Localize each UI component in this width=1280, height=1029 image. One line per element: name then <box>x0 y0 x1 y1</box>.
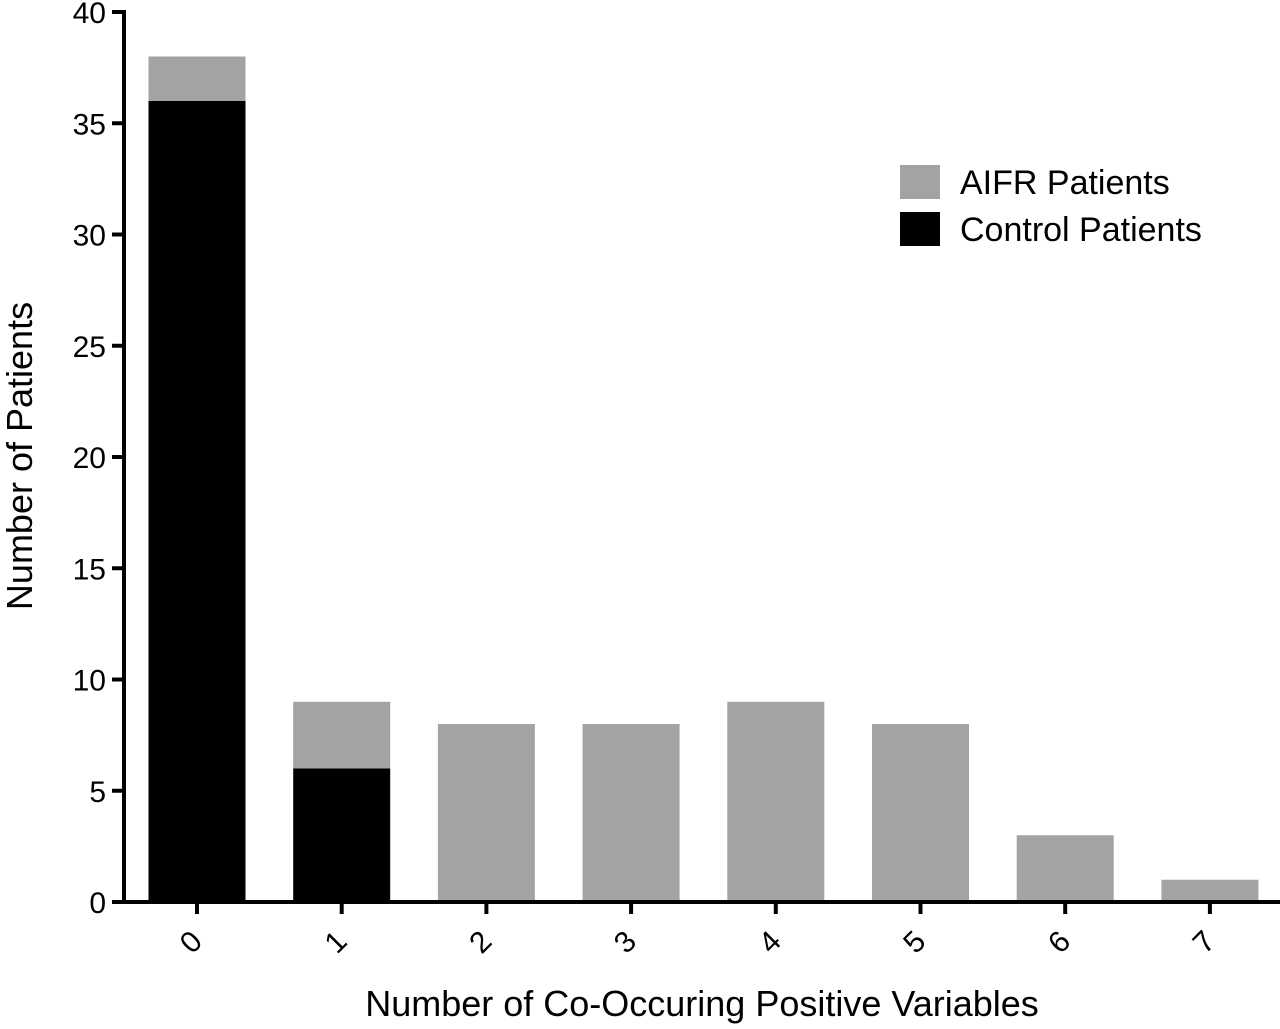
x-ticks-layer: 0 1 2 3 4 5 6 7 <box>174 902 1222 960</box>
bar-aifr-3 <box>582 724 680 902</box>
y-tick-label: 20 <box>73 442 106 475</box>
legend-swatch-aifr <box>900 165 940 199</box>
y-tick-label: 10 <box>73 665 106 698</box>
legend: AIFR Patients Control Patients <box>900 164 1202 249</box>
bar-aifr-7 <box>1161 879 1259 902</box>
bar-aifr-4 <box>727 701 825 902</box>
bar-aifr-2 <box>437 724 535 902</box>
legend-label-aifr: AIFR Patients <box>960 164 1170 202</box>
x-axis-title: Number of Co-Occuring Positive Variables <box>365 983 1039 1024</box>
bar-aifr-6 <box>1016 835 1114 902</box>
y-tick-label: 5 <box>89 776 106 809</box>
y-tick-label: 30 <box>73 220 106 253</box>
y-tick-label: 35 <box>73 108 106 141</box>
bar-control-0 <box>148 101 246 902</box>
bar-aifr-5 <box>872 724 969 902</box>
y-tick-label: 25 <box>73 331 106 364</box>
x-tick-label: 3 <box>608 925 643 960</box>
y-ticks-layer: 0 5 10 15 20 25 30 35 40 <box>73 0 124 920</box>
x-tick-label: 5 <box>897 925 932 960</box>
x-tick-label: 7 <box>1187 925 1222 960</box>
y-axis-title: Number of Patients <box>0 302 40 610</box>
x-tick-label: 6 <box>1042 925 1077 960</box>
legend-label-control: Control Patients <box>960 211 1202 249</box>
legend-swatch-control <box>900 212 940 246</box>
x-tick-label: 4 <box>753 925 788 960</box>
bar-aifr-1 <box>293 701 391 769</box>
bar-aifr-0 <box>148 56 246 101</box>
bar-control-1 <box>293 768 391 902</box>
y-tick-label: 15 <box>73 553 106 586</box>
x-tick-label: 1 <box>318 925 353 960</box>
x-tick-label: 0 <box>174 925 209 960</box>
y-tick-label: 40 <box>73 0 106 30</box>
bars-layer <box>148 56 1259 902</box>
y-tick-label: 0 <box>89 887 106 920</box>
x-tick-label: 2 <box>463 925 498 960</box>
